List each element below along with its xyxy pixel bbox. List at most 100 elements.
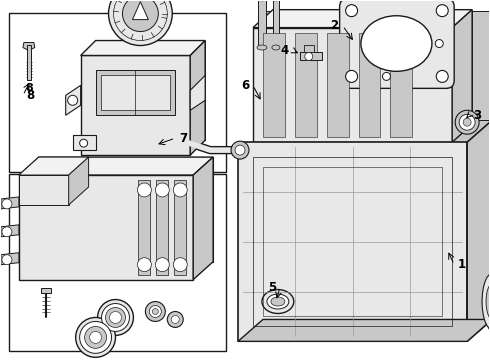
Polygon shape xyxy=(273,10,472,124)
Circle shape xyxy=(436,5,448,17)
Circle shape xyxy=(173,258,187,272)
Polygon shape xyxy=(66,85,81,115)
Polygon shape xyxy=(391,32,413,137)
Polygon shape xyxy=(19,157,213,175)
Text: 2: 2 xyxy=(331,19,339,32)
Circle shape xyxy=(383,72,391,80)
Polygon shape xyxy=(1,225,19,237)
Bar xyxy=(273,0,279,48)
Circle shape xyxy=(155,183,169,197)
Ellipse shape xyxy=(482,274,490,329)
Text: 7: 7 xyxy=(179,132,187,145)
Text: 8: 8 xyxy=(25,84,33,93)
Bar xyxy=(258,0,266,48)
Bar xyxy=(263,167,442,316)
Polygon shape xyxy=(81,55,190,155)
Bar xyxy=(100,75,171,110)
Polygon shape xyxy=(263,32,285,137)
Polygon shape xyxy=(263,11,490,319)
Ellipse shape xyxy=(361,16,432,71)
Text: 5: 5 xyxy=(268,281,276,294)
Polygon shape xyxy=(295,32,317,137)
Circle shape xyxy=(137,183,151,197)
Polygon shape xyxy=(69,157,89,205)
Circle shape xyxy=(108,0,172,45)
Polygon shape xyxy=(190,41,205,155)
Circle shape xyxy=(231,141,249,159)
Circle shape xyxy=(2,227,12,237)
Circle shape xyxy=(305,53,313,60)
Ellipse shape xyxy=(262,289,294,314)
Text: 6: 6 xyxy=(241,79,249,92)
Polygon shape xyxy=(73,135,96,150)
Circle shape xyxy=(85,327,106,348)
Polygon shape xyxy=(39,157,213,262)
Circle shape xyxy=(172,315,179,323)
Bar xyxy=(9,174,226,351)
Circle shape xyxy=(345,5,358,17)
Polygon shape xyxy=(96,41,205,140)
Circle shape xyxy=(75,318,116,357)
Polygon shape xyxy=(327,32,348,137)
Ellipse shape xyxy=(485,267,490,336)
Circle shape xyxy=(101,303,129,332)
Circle shape xyxy=(149,306,161,318)
Bar xyxy=(253,157,452,327)
Ellipse shape xyxy=(272,45,280,50)
Circle shape xyxy=(435,40,443,48)
Circle shape xyxy=(110,311,122,323)
Polygon shape xyxy=(1,253,19,265)
Text: 4: 4 xyxy=(281,44,289,57)
Polygon shape xyxy=(253,10,472,28)
Circle shape xyxy=(436,71,448,82)
Circle shape xyxy=(80,139,88,147)
Polygon shape xyxy=(467,120,490,341)
Polygon shape xyxy=(193,157,213,280)
Circle shape xyxy=(90,332,101,343)
Circle shape xyxy=(345,71,358,82)
Polygon shape xyxy=(132,2,148,20)
Text: 1: 1 xyxy=(458,258,466,271)
Ellipse shape xyxy=(257,45,267,50)
Circle shape xyxy=(459,114,475,130)
Circle shape xyxy=(463,118,471,126)
Polygon shape xyxy=(19,175,69,205)
Polygon shape xyxy=(19,157,89,175)
Circle shape xyxy=(2,255,12,265)
Ellipse shape xyxy=(271,297,285,306)
Polygon shape xyxy=(238,319,490,341)
Ellipse shape xyxy=(267,294,289,309)
Circle shape xyxy=(152,309,158,315)
Circle shape xyxy=(105,307,125,328)
Polygon shape xyxy=(190,75,205,110)
FancyBboxPatch shape xyxy=(340,0,454,88)
Polygon shape xyxy=(452,10,472,142)
Bar xyxy=(304,45,314,53)
Bar xyxy=(300,53,322,60)
Bar xyxy=(138,180,150,275)
Bar xyxy=(27,45,31,80)
Polygon shape xyxy=(23,42,35,50)
Polygon shape xyxy=(19,175,193,280)
Circle shape xyxy=(98,300,133,336)
Text: 3: 3 xyxy=(473,109,481,122)
Circle shape xyxy=(167,311,183,328)
Ellipse shape xyxy=(271,0,281,1)
Circle shape xyxy=(173,183,187,197)
Ellipse shape xyxy=(256,0,268,1)
Bar xyxy=(96,71,175,115)
Circle shape xyxy=(235,145,245,155)
Bar xyxy=(156,180,168,275)
Circle shape xyxy=(2,199,12,209)
Polygon shape xyxy=(253,28,452,142)
Circle shape xyxy=(80,321,112,353)
Bar xyxy=(9,13,226,172)
Circle shape xyxy=(68,95,77,105)
Circle shape xyxy=(155,258,169,272)
Polygon shape xyxy=(238,142,467,341)
Circle shape xyxy=(146,302,165,321)
Bar xyxy=(174,180,186,275)
Polygon shape xyxy=(263,120,490,319)
Polygon shape xyxy=(41,288,51,293)
Circle shape xyxy=(455,110,479,134)
